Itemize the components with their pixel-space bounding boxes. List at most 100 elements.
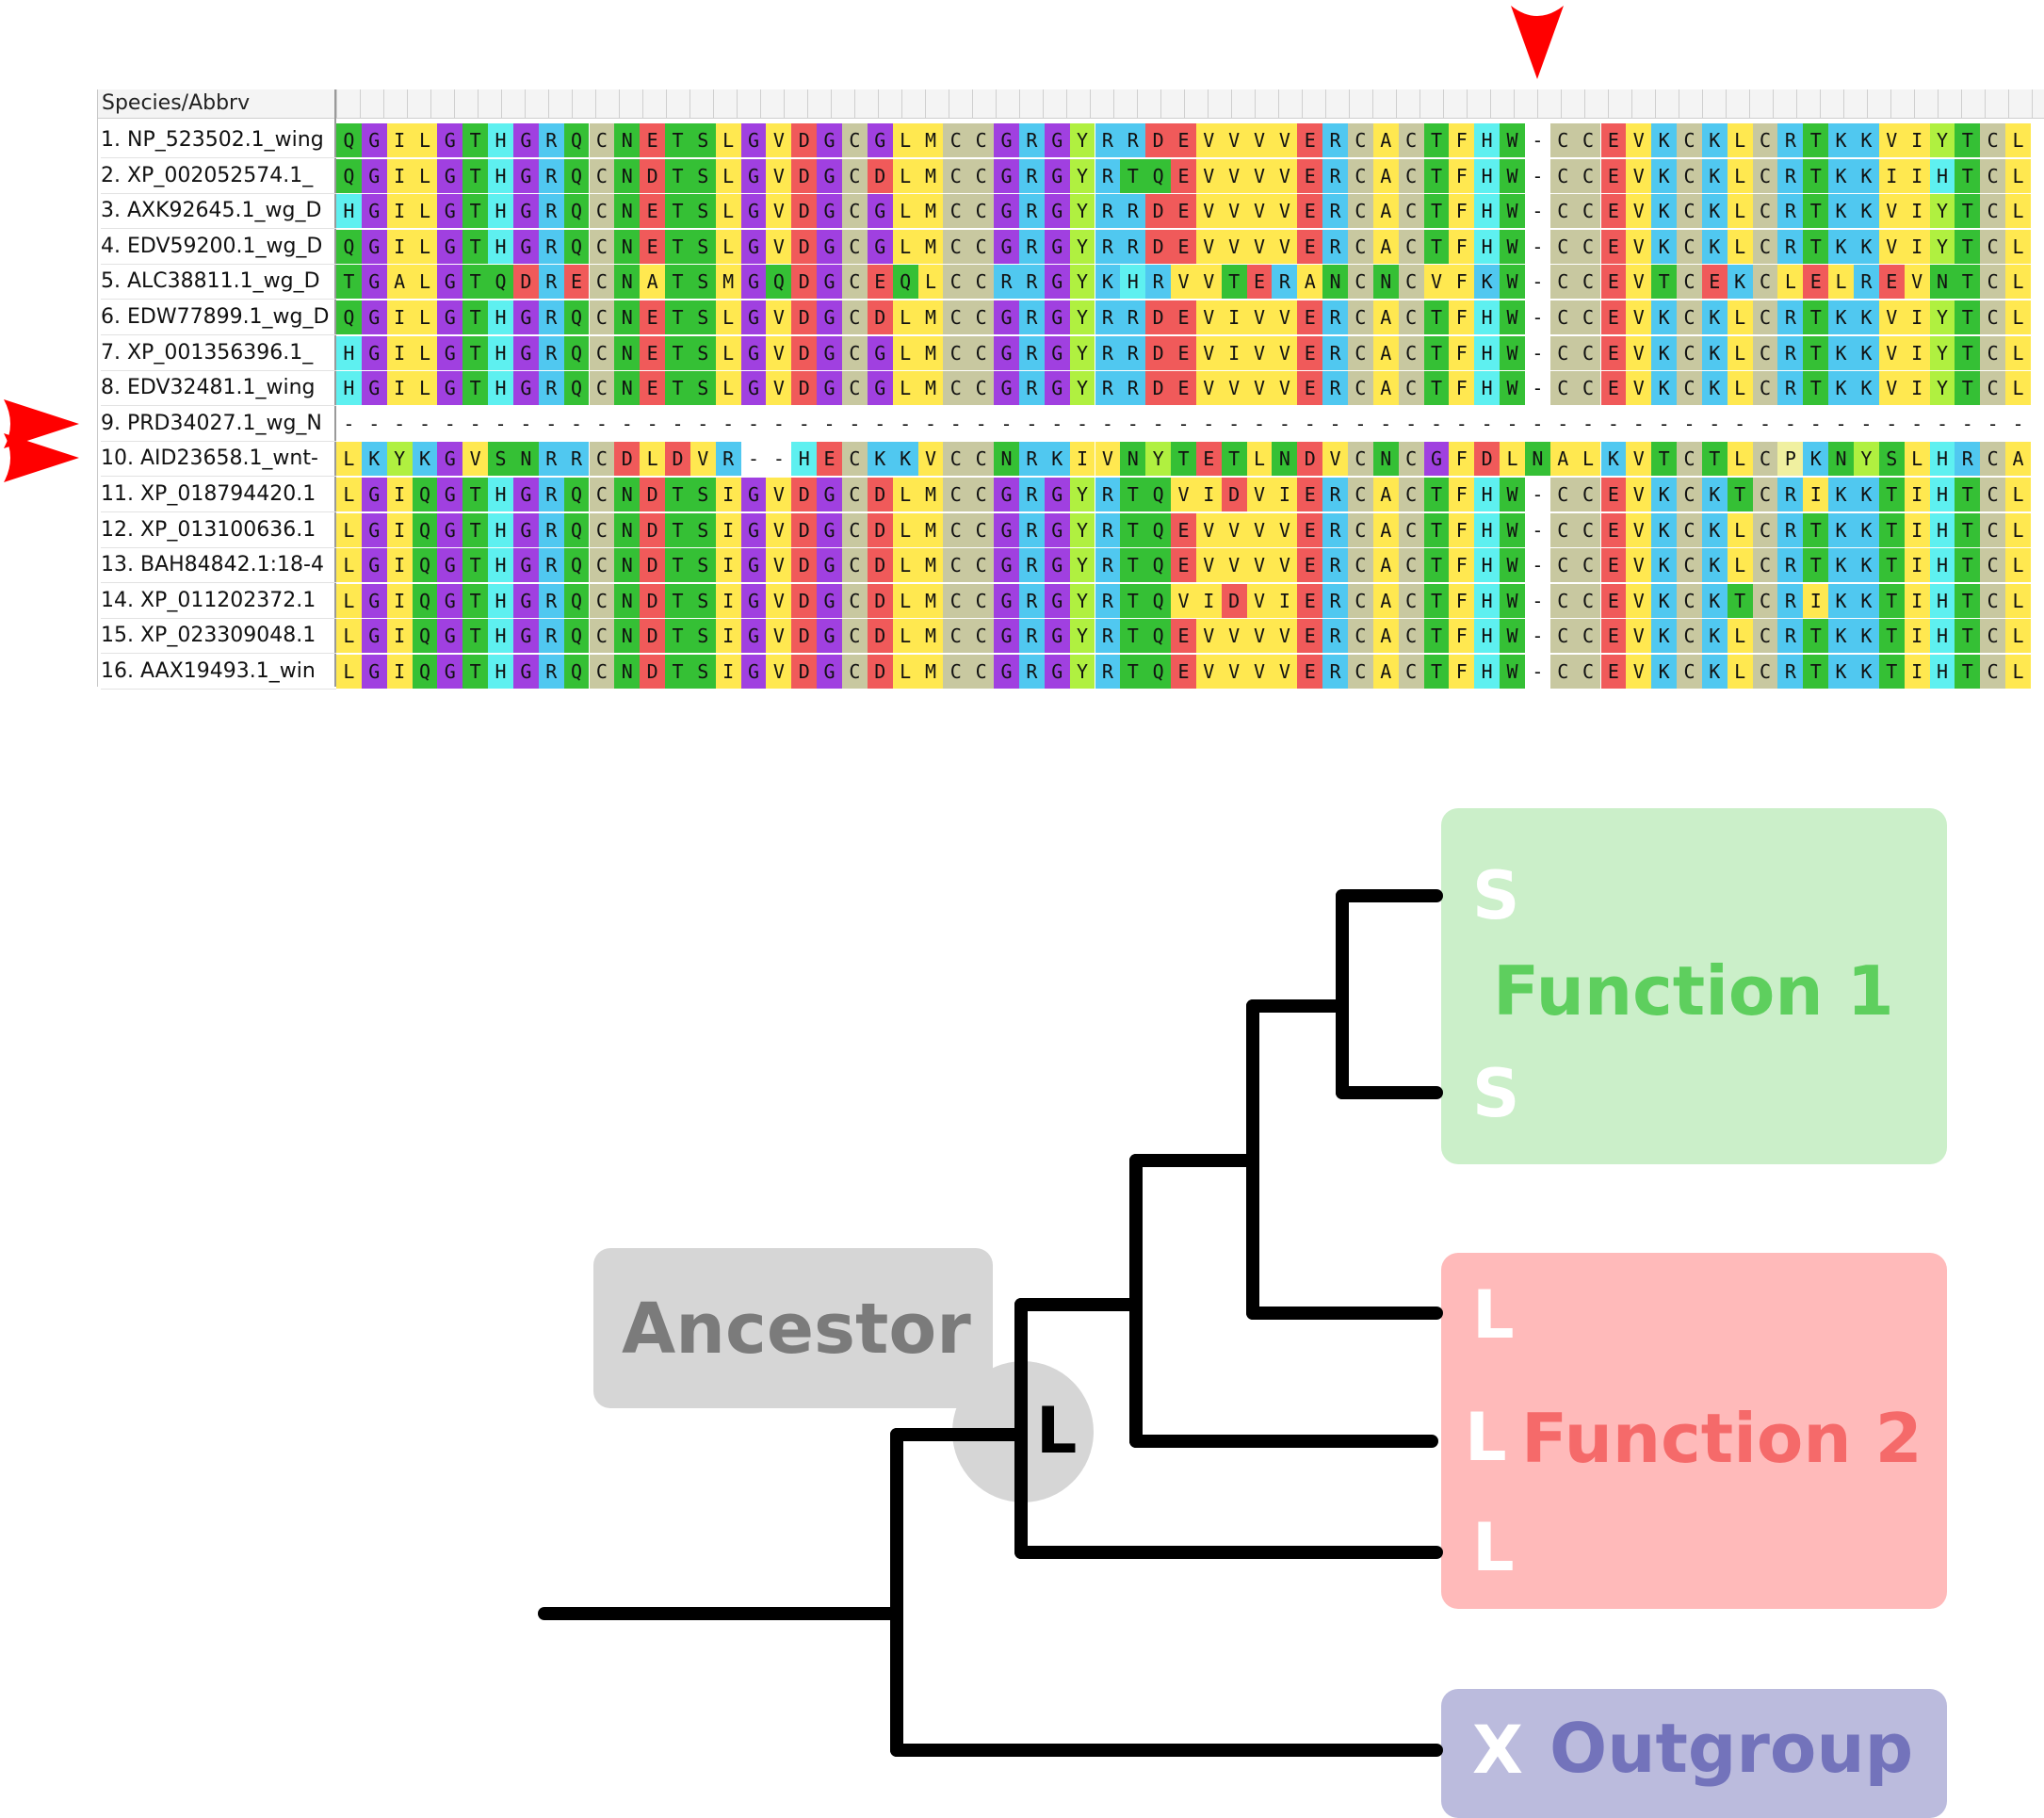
residue-cell: T bbox=[462, 300, 489, 334]
residue-cell: - bbox=[1532, 554, 1544, 577]
residue-cell: Y bbox=[1929, 229, 1955, 264]
sequence-name: 13. BAH84842.1:18-4 bbox=[101, 548, 336, 584]
residue-cell: Y bbox=[1069, 655, 1095, 689]
residue-cell: C bbox=[1980, 158, 2006, 193]
residue-cell: L bbox=[1727, 335, 1753, 370]
residue-cell: T bbox=[462, 583, 489, 618]
residue-cell: C bbox=[1348, 158, 1373, 193]
residue-cell: E bbox=[1171, 194, 1196, 229]
residue-cell: F bbox=[1449, 335, 1475, 370]
residue-cell: L bbox=[2005, 583, 2031, 618]
residue-cell: L bbox=[1727, 229, 1753, 264]
residue-cell: E bbox=[1297, 371, 1323, 406]
alignment-panel: Species/Abbrv 1. NP_523502.1_wing Q G I L G T H… bbox=[0, 0, 2044, 697]
residue-cell: V bbox=[1626, 123, 1652, 157]
residue-cell: V bbox=[1626, 158, 1652, 193]
residue-cell: L bbox=[336, 512, 362, 547]
residue-cell: G bbox=[512, 335, 539, 370]
residue-cell: T bbox=[1803, 371, 1829, 406]
residue-cell: I bbox=[715, 619, 741, 654]
residue-cell: E bbox=[1600, 512, 1627, 547]
residue-cell: Q bbox=[563, 655, 590, 689]
residue-cell: R bbox=[1322, 229, 1348, 264]
residue-cell: D bbox=[1145, 194, 1172, 229]
residue-cell: - bbox=[798, 412, 810, 435]
residue-cell: K bbox=[1651, 512, 1678, 547]
residue-cell: - bbox=[1658, 412, 1670, 435]
residue-cell: - bbox=[1152, 412, 1164, 435]
residue-cell: R bbox=[1322, 512, 1348, 547]
sequence-name: 12. XP_013100636.1 bbox=[101, 513, 336, 548]
residue-cell: C bbox=[1575, 158, 1601, 193]
residue-cell: H bbox=[488, 619, 513, 654]
residue-cell: G bbox=[817, 371, 842, 406]
residue-cell: G bbox=[994, 229, 1019, 264]
residue-cell: G bbox=[361, 335, 387, 370]
residue-cell: W bbox=[1500, 371, 1525, 406]
residue-cell: R bbox=[538, 371, 564, 406]
residue-cell: K bbox=[1854, 229, 1879, 264]
residue-cell: T bbox=[1120, 583, 1146, 618]
residue-cell: - bbox=[545, 412, 558, 435]
residue-cell: D bbox=[640, 583, 666, 618]
residue-cell: T bbox=[1120, 158, 1146, 193]
residue-cell: - bbox=[1532, 660, 1544, 683]
residue-cell: R bbox=[1095, 655, 1121, 689]
residue-cell: T bbox=[462, 548, 489, 583]
residue-cell: N bbox=[614, 371, 641, 406]
residue-cell: R bbox=[1120, 123, 1146, 157]
alignment-row: 3. AXK92645.1_wg_D H G I L G T H G R Q C N E T S L G V D G C G… bbox=[97, 194, 2044, 230]
residue-cell: L bbox=[892, 512, 918, 547]
residue-cell: - bbox=[849, 412, 861, 435]
residue-cell: - bbox=[1077, 412, 1089, 435]
residue-cell: N bbox=[1524, 442, 1550, 477]
residue-cell: R bbox=[1018, 548, 1045, 583]
residue-cell: K bbox=[1828, 335, 1854, 370]
residue-cell: N bbox=[614, 335, 641, 370]
residue-cell: I bbox=[386, 371, 413, 406]
residue-cell: E bbox=[1600, 478, 1627, 511]
residue-cell: G bbox=[994, 123, 1019, 157]
residue-cell: E bbox=[1600, 335, 1627, 370]
residue-cell: C bbox=[943, 300, 969, 334]
residue-cell: G bbox=[361, 619, 387, 654]
residue-cell: A bbox=[1549, 442, 1576, 477]
residue-cell: C bbox=[842, 548, 868, 583]
residue-cell: T bbox=[1878, 548, 1905, 583]
residue-cell: T bbox=[462, 478, 489, 511]
residue-cell: E bbox=[1297, 123, 1323, 157]
residue-cell: C bbox=[589, 371, 615, 406]
residue-cell: K bbox=[892, 442, 918, 477]
residue-cell: V bbox=[1878, 300, 1905, 334]
residue-cell: K bbox=[1095, 265, 1121, 300]
residue-cell: V bbox=[1221, 512, 1247, 547]
residue-cell: K bbox=[1651, 300, 1678, 334]
residue-cell: R bbox=[1018, 512, 1045, 547]
residue-cell: R bbox=[994, 265, 1019, 300]
residue-cell: L bbox=[2005, 123, 2031, 157]
residue-cell: R bbox=[1018, 655, 1045, 689]
residue-cell: H bbox=[1929, 619, 1955, 654]
residue-cell: Q bbox=[1145, 619, 1172, 654]
residue-cell: T bbox=[1423, 335, 1450, 370]
residue-cell: C bbox=[1980, 583, 2006, 618]
residue-cell: L bbox=[2005, 265, 2031, 300]
residue-cell: T bbox=[1120, 619, 1146, 654]
residue-cell: C bbox=[968, 442, 995, 477]
residue-cell: C bbox=[1677, 265, 1702, 300]
residue-cell: Q bbox=[1145, 512, 1172, 547]
row-marker-shape-9 bbox=[4, 399, 79, 448]
residue-cell: G bbox=[740, 583, 767, 618]
residue-cell: Y bbox=[1069, 158, 1095, 193]
residue-cell: C bbox=[943, 194, 969, 229]
row-marker-shape-10 bbox=[4, 433, 79, 482]
residue-cell: M bbox=[917, 229, 944, 264]
residue-cell: R bbox=[538, 158, 564, 193]
residue-cell: T bbox=[1803, 619, 1829, 654]
residue-cell: C bbox=[1980, 478, 2006, 511]
residue-cell: C bbox=[1348, 123, 1373, 157]
residue-cell: D bbox=[791, 655, 818, 689]
residue-cell: C bbox=[1348, 512, 1373, 547]
residue-cell: - bbox=[772, 412, 785, 435]
residue-cell: Q bbox=[563, 478, 590, 511]
